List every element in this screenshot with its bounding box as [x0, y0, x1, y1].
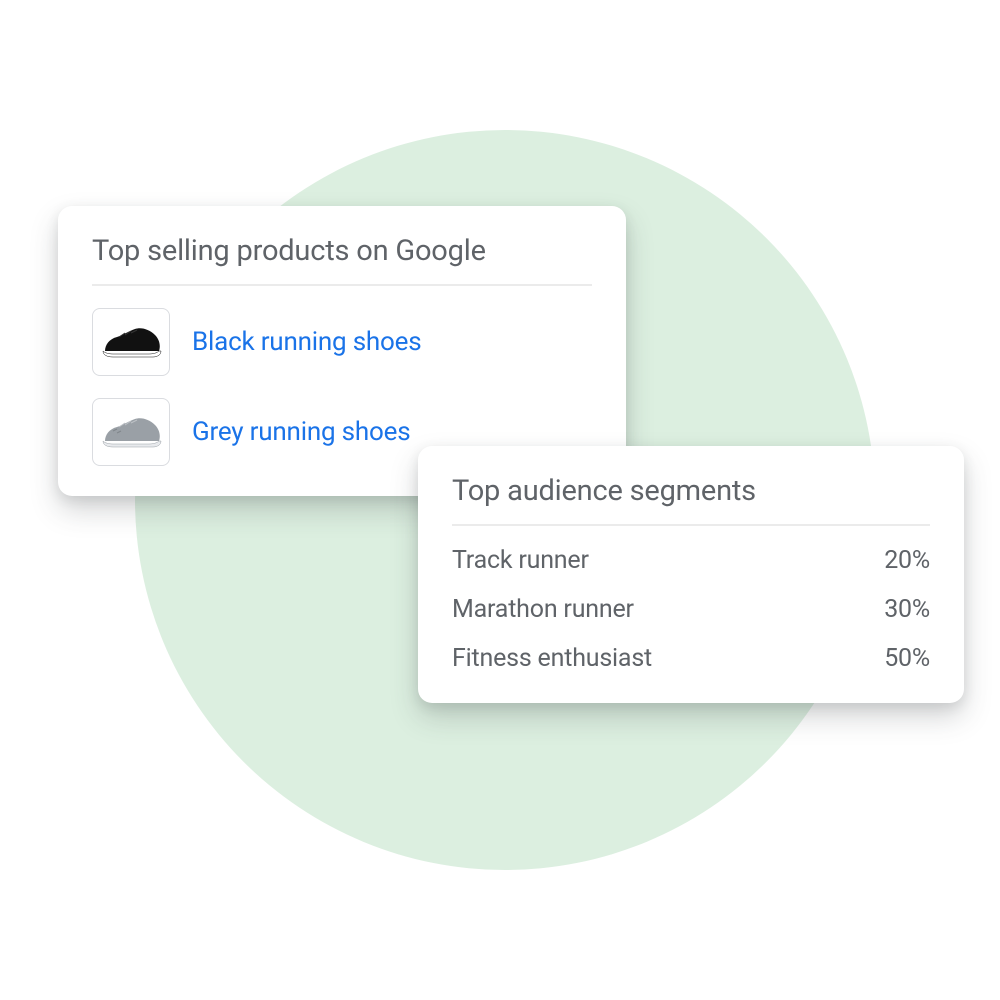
- segment-row: Marathon runner 30%: [452, 595, 930, 624]
- shoe-black-icon: [99, 323, 163, 361]
- segment-label: Track runner: [452, 546, 589, 575]
- segment-label: Marathon runner: [452, 595, 634, 624]
- product-link[interactable]: Grey running shoes: [192, 417, 410, 447]
- top-segments-title: Top audience segments: [452, 474, 930, 526]
- segment-label: Fitness enthusiast: [452, 644, 652, 673]
- top-products-title: Top selling products on Google: [92, 234, 592, 286]
- segment-value: 50%: [884, 644, 930, 673]
- product-thumb: [92, 398, 170, 466]
- segment-value: 20%: [884, 546, 930, 575]
- product-row[interactable]: Black running shoes: [92, 308, 592, 376]
- top-segments-card: Top audience segments Track runner 20% M…: [418, 446, 964, 703]
- segment-row: Fitness enthusiast 50%: [452, 644, 930, 673]
- shoe-grey-icon: [99, 413, 163, 451]
- product-thumb: [92, 308, 170, 376]
- segment-row: Track runner 20%: [452, 546, 930, 575]
- segment-value: 30%: [884, 595, 930, 624]
- product-link[interactable]: Black running shoes: [192, 327, 421, 357]
